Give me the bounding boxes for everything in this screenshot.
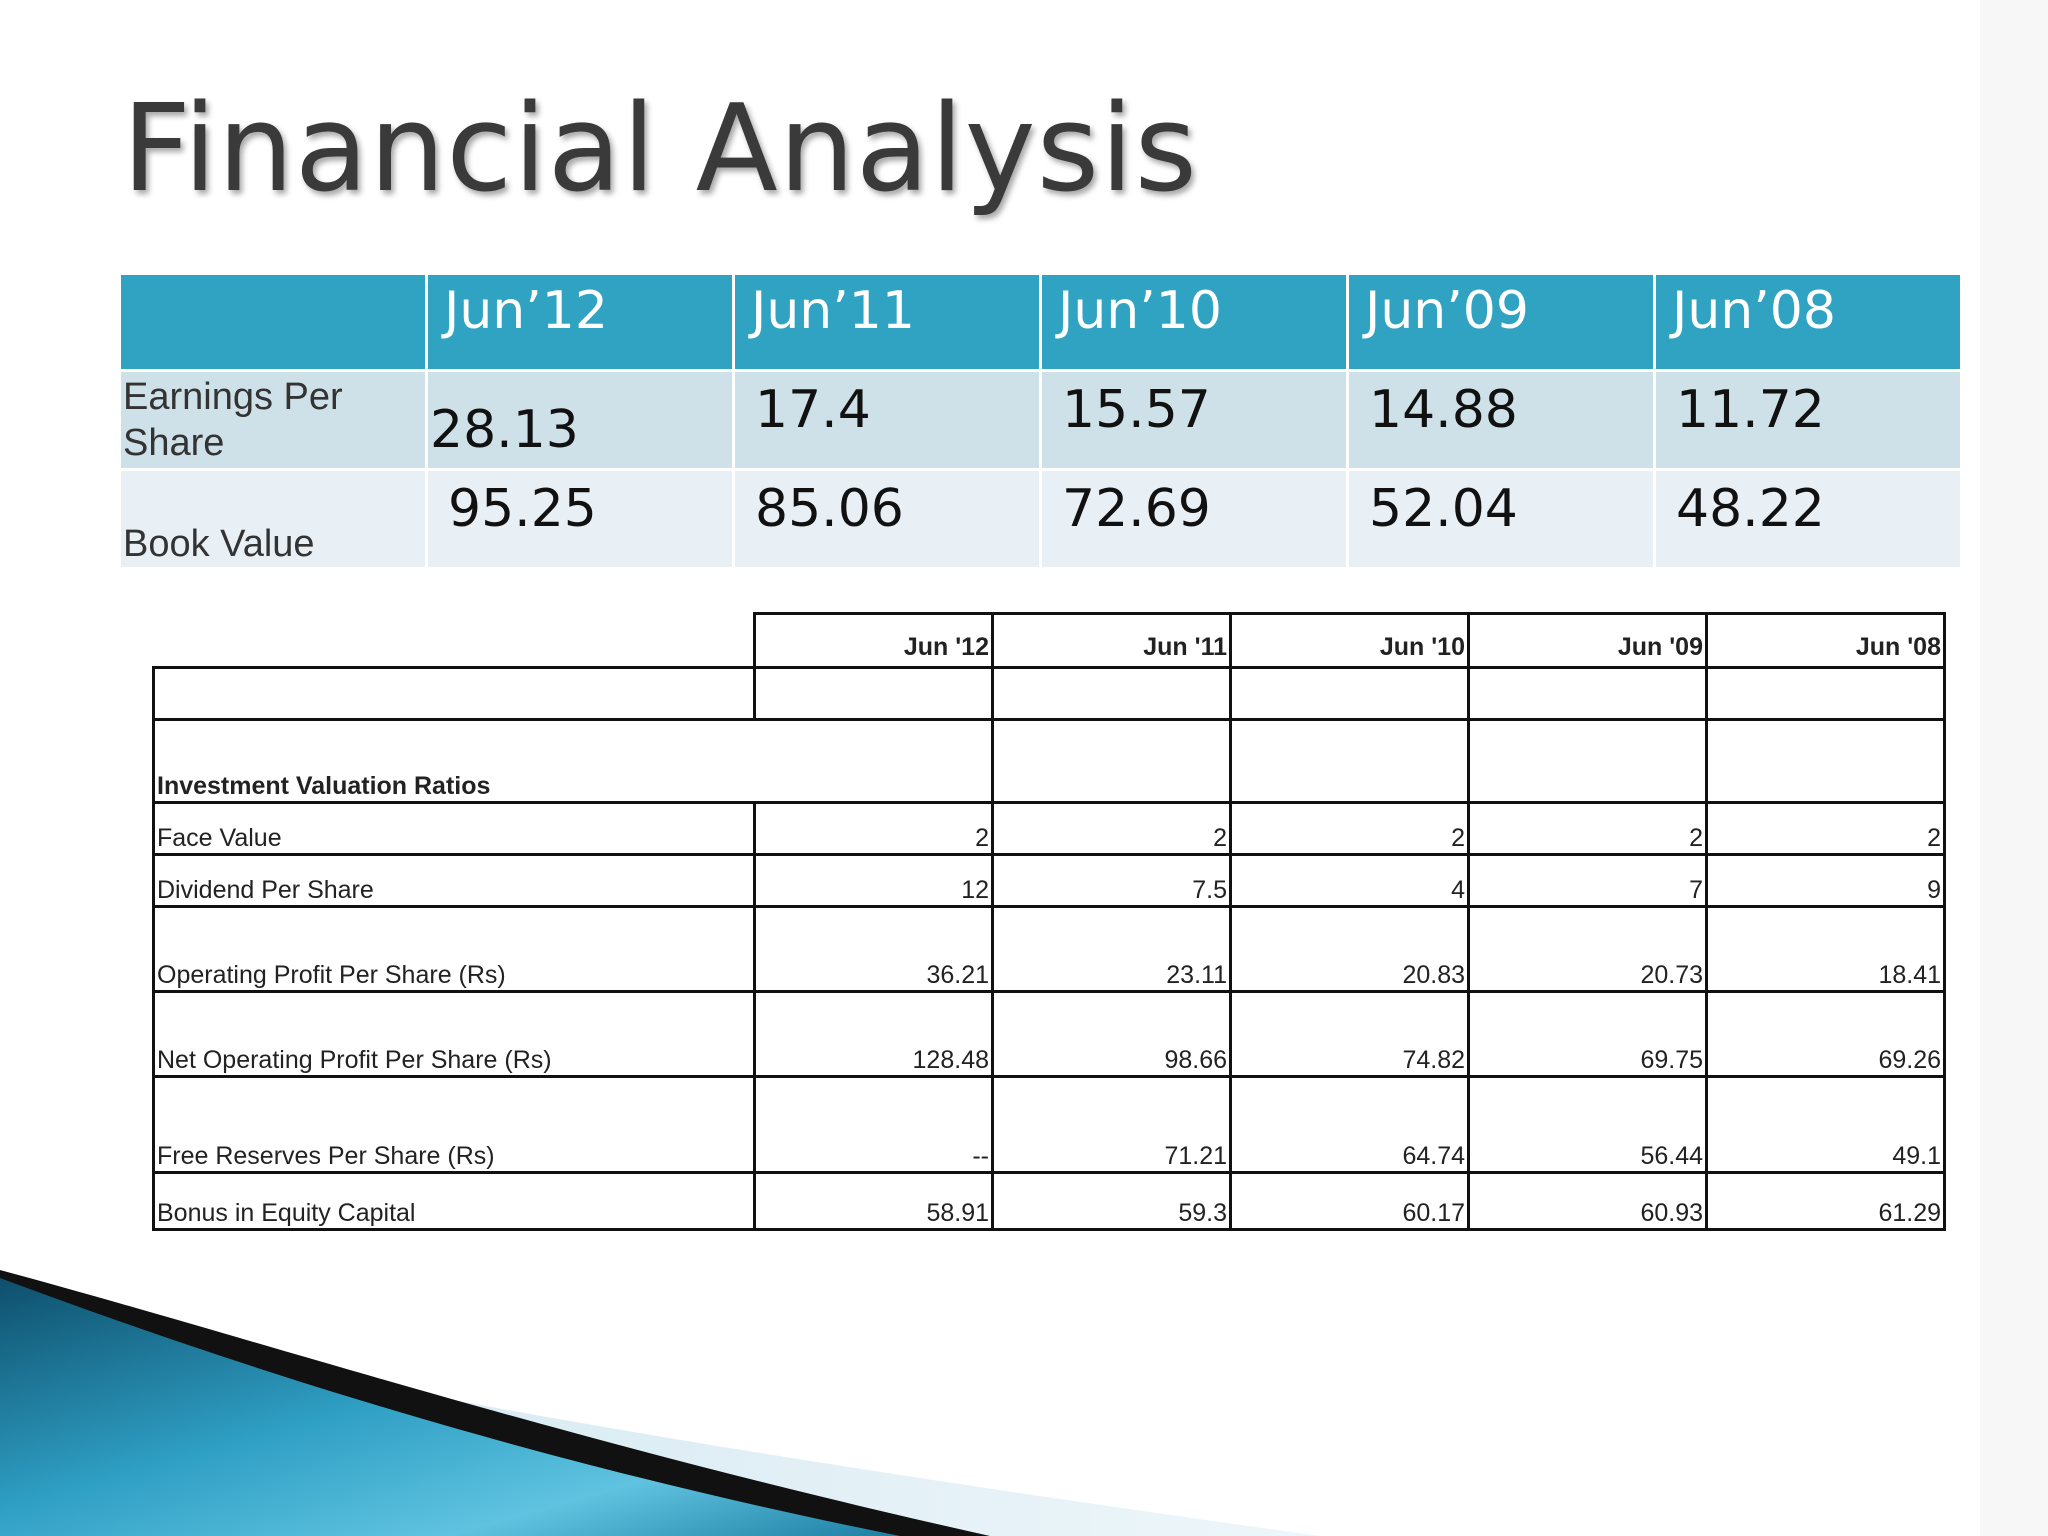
row-value: 23.11 xyxy=(991,905,1232,993)
table-row: Free Reserves Per Share (Rs) -- 71.21 64… xyxy=(152,1075,1946,1174)
empty-cell xyxy=(1705,666,1946,721)
row-value: 36.21 xyxy=(753,905,994,993)
summary-cell: 95.25 xyxy=(428,471,732,567)
row-value: 18.41 xyxy=(1705,905,1946,993)
row-value: 59.3 xyxy=(991,1171,1232,1231)
summary-row-book-value: Book Value 95.25 85.06 72.69 52.04 48.22 xyxy=(121,471,1960,567)
swoosh-blue-band xyxy=(0,1278,900,1536)
row-value: -- xyxy=(753,1075,994,1174)
row-value: 49.1 xyxy=(1705,1075,1946,1174)
summary-label-book-value: Book Value xyxy=(121,471,425,567)
table-row: Dividend Per Share 12 7.5 4 7 9 xyxy=(152,853,1946,908)
ratios-header-jun10: Jun '10 xyxy=(1229,612,1470,669)
ratios-table: Jun '12 Jun '11 Jun '10 Jun '09 Jun '08 … xyxy=(152,612,1946,1231)
summary-cell: 11.72 xyxy=(1656,372,1960,468)
summary-cell: 48.22 xyxy=(1656,471,1960,567)
row-value: 61.29 xyxy=(1705,1171,1946,1231)
row-value: 60.17 xyxy=(1229,1171,1470,1231)
ratios-header-blank xyxy=(154,614,755,668)
ratios-header-jun08: Jun '08 xyxy=(1705,612,1946,669)
empty-cell xyxy=(753,666,994,721)
summary-header-blank xyxy=(121,275,425,369)
empty-cell xyxy=(1705,718,1946,804)
empty-cell xyxy=(991,718,1232,804)
row-value: 4 xyxy=(1229,853,1470,908)
empty-cell xyxy=(1467,666,1708,721)
summary-header-jun09: Jun’09 xyxy=(1349,275,1653,369)
section-title: Investment Valuation Ratios xyxy=(152,718,994,804)
empty-cell xyxy=(991,666,1232,721)
summary-header-row: Jun’12 Jun’11 Jun’10 Jun’09 Jun’08 xyxy=(121,275,1960,369)
row-value: 98.66 xyxy=(991,990,1232,1078)
row-value: 2 xyxy=(1705,801,1946,856)
row-value: 58.91 xyxy=(753,1171,994,1231)
table-row: Operating Profit Per Share (Rs) 36.21 23… xyxy=(152,905,1946,993)
row-label: Bonus in Equity Capital xyxy=(152,1171,756,1231)
row-value: 69.26 xyxy=(1705,990,1946,1078)
empty-cell xyxy=(1229,666,1470,721)
summary-header-jun12: Jun’12 xyxy=(428,275,732,369)
row-label: Dividend Per Share xyxy=(152,853,756,908)
summary-table: Jun’12 Jun’11 Jun’10 Jun’09 Jun’08 Earni… xyxy=(118,272,1963,570)
ratios-header-row: Jun '12 Jun '11 Jun '10 Jun '09 Jun '08 xyxy=(154,612,1946,669)
slide-title: Financial Analysis xyxy=(122,80,1199,219)
summary-cell: 15.57 xyxy=(1042,372,1346,468)
summary-row-eps: Earnings Per Share 28.13 17.4 15.57 14.8… xyxy=(121,372,1960,468)
row-value: 128.48 xyxy=(753,990,994,1078)
row-label: Free Reserves Per Share (Rs) xyxy=(152,1075,756,1174)
row-value: 2 xyxy=(991,801,1232,856)
row-label: Operating Profit Per Share (Rs) xyxy=(152,905,756,993)
decorative-swoosh xyxy=(0,1270,1320,1536)
empty-cell xyxy=(152,666,756,721)
summary-label-eps: Earnings Per Share xyxy=(121,372,425,468)
table-row: Bonus in Equity Capital 58.91 59.3 60.17… xyxy=(152,1171,1946,1231)
row-value: 69.75 xyxy=(1467,990,1708,1078)
ratios-header-jun11: Jun '11 xyxy=(991,612,1232,669)
summary-cell: 72.69 xyxy=(1042,471,1346,567)
ratios-header-jun09: Jun '09 xyxy=(1467,612,1708,669)
row-value: 64.74 xyxy=(1229,1075,1470,1174)
row-value: 20.73 xyxy=(1467,905,1708,993)
slide-right-edge xyxy=(1980,0,2048,1536)
row-value: 12 xyxy=(753,853,994,908)
summary-cell: 17.4 xyxy=(735,372,1039,468)
summary-header-jun08: Jun’08 xyxy=(1656,275,1960,369)
row-value: 56.44 xyxy=(1467,1075,1708,1174)
ratios-header-jun12: Jun '12 xyxy=(753,612,994,669)
row-value: 20.83 xyxy=(1229,905,1470,993)
row-value: 74.82 xyxy=(1229,990,1470,1078)
summary-cell: 28.13 xyxy=(428,372,732,468)
summary-cell: 52.04 xyxy=(1349,471,1653,567)
row-value: 60.93 xyxy=(1467,1171,1708,1231)
table-row: Net Operating Profit Per Share (Rs) 128.… xyxy=(152,990,1946,1078)
row-value: 7 xyxy=(1467,853,1708,908)
row-value: 7.5 xyxy=(991,853,1232,908)
empty-cell xyxy=(1467,718,1708,804)
row-value: 2 xyxy=(1467,801,1708,856)
empty-cell xyxy=(1229,718,1470,804)
row-value: 71.21 xyxy=(991,1075,1232,1174)
row-value: 2 xyxy=(1229,801,1470,856)
row-value: 2 xyxy=(753,801,994,856)
row-label: Face Value xyxy=(152,801,756,856)
ratios-section-row: Investment Valuation Ratios xyxy=(152,718,1946,804)
summary-header-jun10: Jun’10 xyxy=(1042,275,1346,369)
ratios-empty-row xyxy=(152,666,1946,721)
row-label: Net Operating Profit Per Share (Rs) xyxy=(152,990,756,1078)
summary-cell: 85.06 xyxy=(735,471,1039,567)
table-row: Face Value 2 2 2 2 2 xyxy=(152,801,1946,856)
row-value: 9 xyxy=(1705,853,1946,908)
summary-cell: 14.88 xyxy=(1349,372,1653,468)
summary-header-jun11: Jun’11 xyxy=(735,275,1039,369)
